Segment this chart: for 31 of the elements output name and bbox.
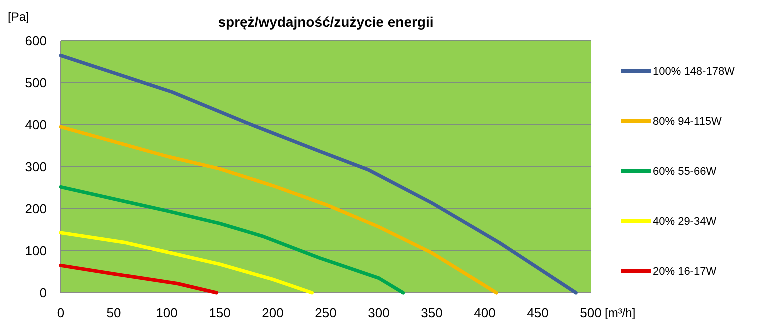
x-axis-title: [m³/h] xyxy=(605,306,636,320)
legend-label: 80% 94-115W xyxy=(653,116,723,128)
line-series xyxy=(59,185,406,295)
y-tick-label: 400 xyxy=(25,118,47,133)
x-tick-label: 50 xyxy=(106,306,122,321)
x-tick-label: 100 xyxy=(156,306,178,321)
line-series xyxy=(59,264,219,295)
y-tick-label: 200 xyxy=(25,202,47,217)
line-series xyxy=(59,54,578,295)
x-tick-label: 200 xyxy=(262,306,284,321)
x-tick-label: 150 xyxy=(209,306,231,321)
y-tick-label: 300 xyxy=(25,160,47,175)
x-tick-label: 450 xyxy=(527,306,549,321)
legend-label: 20% 16-17W xyxy=(653,266,718,278)
chart-title: spręż/wydajność/zużycie energii xyxy=(218,14,434,30)
legend-label: 40% 29-34W xyxy=(653,216,718,228)
y-tick-label: 100 xyxy=(25,244,47,259)
x-tick-label: 300 xyxy=(368,306,390,321)
y-axis-title: [Pa] xyxy=(8,10,30,24)
y-tick-label: 0 xyxy=(40,286,47,301)
line-series xyxy=(59,125,498,295)
legend-label: 100% 148-178W xyxy=(653,66,736,78)
line-series xyxy=(59,231,314,295)
y-tick-label: 600 xyxy=(25,34,47,49)
x-tick-label: 350 xyxy=(421,306,443,321)
x-tick-label: 0 xyxy=(57,306,65,321)
x-tick-label: 400 xyxy=(474,306,496,321)
x-tick-label: 500 xyxy=(580,306,602,321)
y-tick-label: 500 xyxy=(25,76,47,91)
legend-label: 60% 55-66W xyxy=(653,166,718,178)
x-tick-label: 250 xyxy=(315,306,337,321)
